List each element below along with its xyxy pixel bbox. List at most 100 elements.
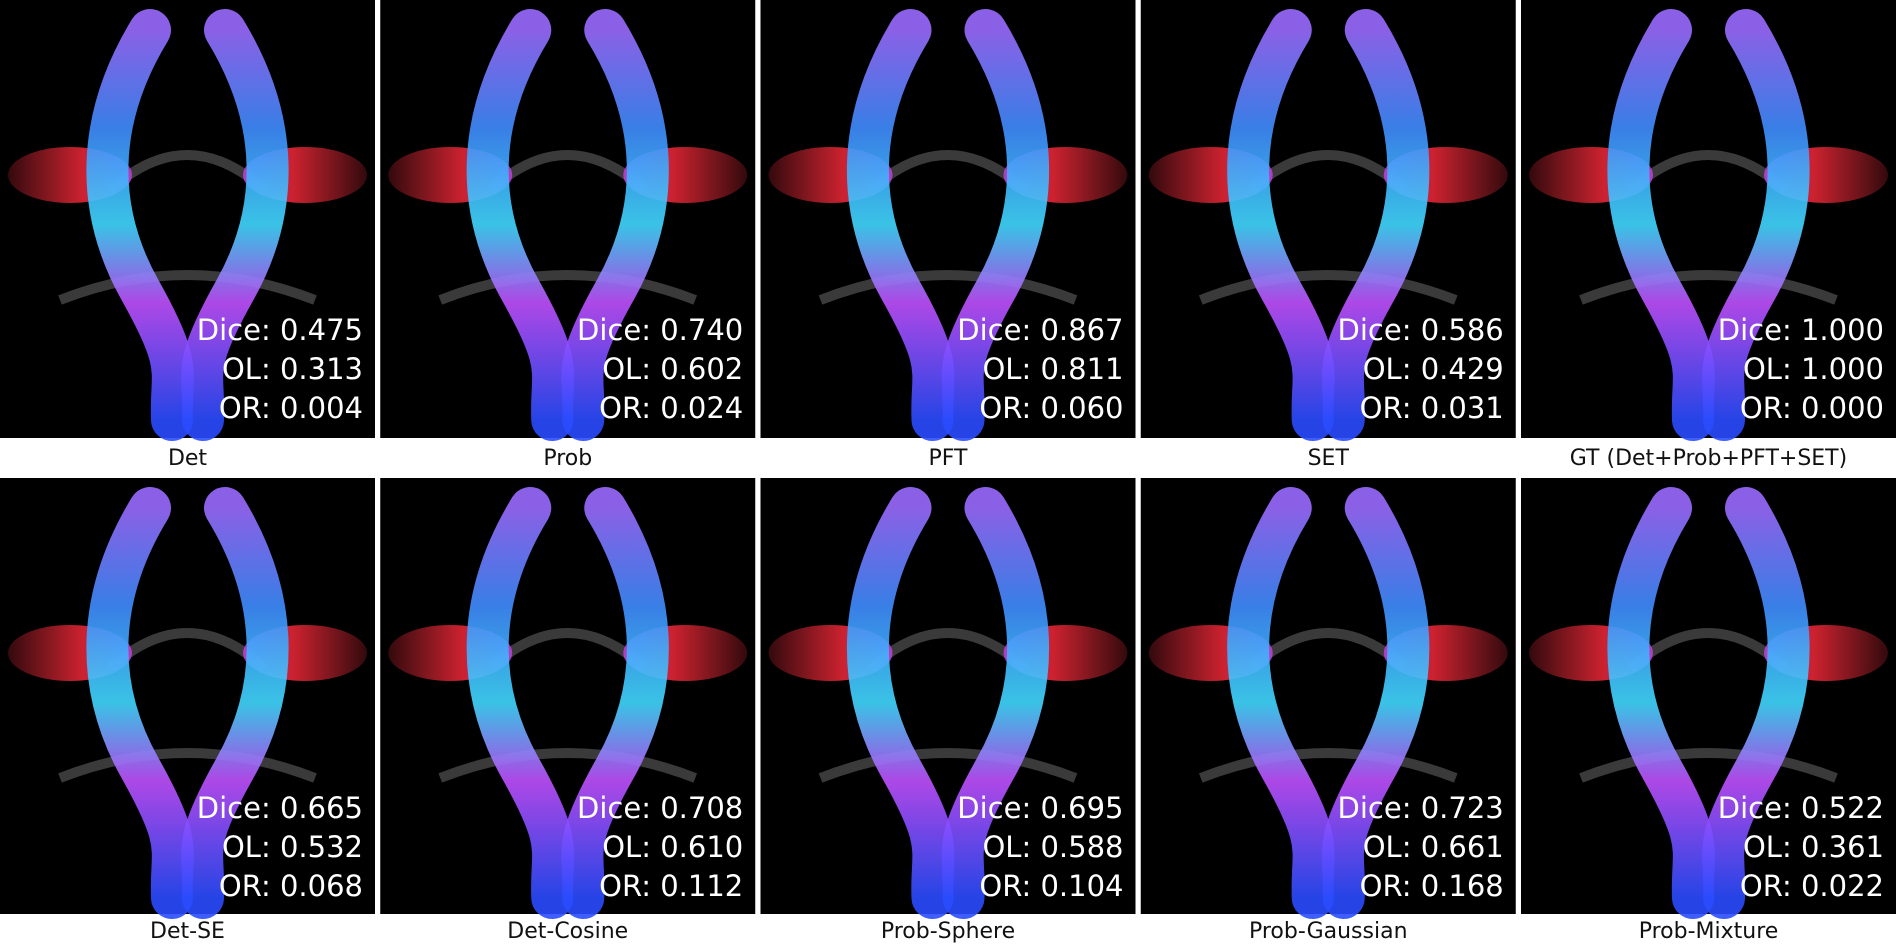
metric: OL: 0.610: [602, 830, 743, 864]
metric-value: 0.708: [651, 791, 743, 825]
fiber-tract: [941, 9, 1050, 441]
metric-value: 0.532: [271, 830, 363, 864]
metric: Dice: 0.740: [577, 313, 743, 347]
metric-value: 1.000: [1792, 313, 1884, 347]
fiber-tract: [846, 9, 955, 441]
metric-value: 0.031: [1412, 391, 1504, 425]
metric-value: 0.022: [1792, 869, 1884, 903]
metric-value: 0.610: [651, 830, 743, 864]
metric-label: OL:: [222, 352, 271, 386]
fiber-tract: [466, 487, 575, 919]
metric-value: 0.361: [1792, 830, 1884, 864]
metric-label: Dice:: [1338, 313, 1412, 347]
metric: Dice: 0.586: [1338, 313, 1504, 347]
panel-caption: Prob-Mixture: [1639, 919, 1779, 944]
tractography-panel: Dice: 0.586 OL: 0.429 OR: 0.031: [1140, 0, 1516, 441]
panel-caption: SET: [1308, 446, 1350, 471]
metric-label: Dice:: [957, 791, 1031, 825]
metric: OR: 0.024: [599, 391, 743, 425]
panel-caption: Det: [168, 446, 207, 471]
metric-label: Dice:: [197, 313, 271, 347]
tractography-panel: Dice: 0.695 OL: 0.588 OR: 0.104: [760, 478, 1136, 919]
metric: OL: 0.661: [1363, 830, 1504, 864]
metric: OL: 0.429: [1363, 352, 1504, 386]
metric-label: OL:: [602, 352, 651, 386]
metric-value: 0.024: [651, 391, 743, 425]
metric-label: Dice:: [197, 791, 271, 825]
metric-value: 0.588: [1031, 830, 1123, 864]
metric: OR: 0.000: [1740, 391, 1884, 425]
metric-label: OL:: [1743, 352, 1792, 386]
metric-label: Dice:: [1338, 791, 1412, 825]
metric-label: OL:: [982, 830, 1031, 864]
metric-label: Dice:: [1718, 791, 1792, 825]
metric-label: OR:: [1740, 391, 1792, 425]
metric: OR: 0.104: [979, 869, 1123, 903]
panel-caption: Prob-Gaussian: [1249, 919, 1408, 944]
tractography-panel: Dice: 0.867 OL: 0.811 OR: 0.060: [760, 0, 1136, 441]
metric: OR: 0.022: [1740, 869, 1884, 903]
panel-caption: PFT: [929, 446, 969, 471]
metric: Dice: 0.867: [957, 313, 1123, 347]
fiber-tract: [561, 487, 669, 919]
metric: Dice: 0.695: [957, 791, 1123, 825]
fiber-tract: [466, 9, 575, 441]
metric-value: 0.104: [1031, 869, 1123, 903]
metric-value: 0.586: [1412, 313, 1504, 347]
fiber-tract: [1321, 9, 1430, 441]
panel-caption: Det-SE: [150, 919, 225, 944]
metric-label: OL:: [602, 830, 651, 864]
metric-label: Dice:: [577, 791, 651, 825]
metric-value: 0.000: [1792, 391, 1884, 425]
metric: OR: 0.060: [979, 391, 1123, 425]
metric: OL: 0.588: [982, 830, 1123, 864]
fiber-tract: [941, 487, 1050, 919]
metric-value: 0.740: [651, 313, 743, 347]
metric: OR: 0.168: [1360, 869, 1504, 903]
metric-label: OL:: [1363, 830, 1412, 864]
fiber-tract: [1227, 9, 1335, 441]
metric-value: 0.168: [1412, 869, 1504, 903]
metric: OL: 0.811: [982, 352, 1123, 386]
tractography-panel: Dice: 0.740 OL: 0.602 OR: 0.024: [380, 0, 756, 441]
metric-value: 0.004: [271, 391, 363, 425]
metric-label: OR:: [979, 391, 1031, 425]
metric-value: 0.313: [271, 352, 363, 386]
metric: OL: 0.602: [602, 352, 743, 386]
metric: OR: 0.031: [1360, 391, 1504, 425]
metric-value: 0.060: [1031, 391, 1123, 425]
fiber-tract: [1321, 487, 1430, 919]
metric-label: OR:: [219, 391, 271, 425]
metric: OL: 0.361: [1743, 830, 1884, 864]
metric-value: 0.723: [1412, 791, 1504, 825]
metric-value: 0.068: [271, 869, 363, 903]
panel-caption: Det-Cosine: [507, 919, 628, 944]
metric-label: Dice:: [957, 313, 1031, 347]
metric: Dice: 1.000: [1718, 313, 1884, 347]
metric-value: 0.661: [1412, 830, 1504, 864]
metric-label: OR:: [1360, 869, 1412, 903]
fiber-tract: [1702, 487, 1810, 919]
fiber-tract: [1227, 487, 1335, 919]
metric: Dice: 0.723: [1338, 791, 1504, 825]
fiber-tract: [181, 9, 289, 441]
metric: Dice: 0.475: [197, 313, 363, 347]
metric-value: 0.475: [271, 313, 363, 347]
metric-label: Dice:: [577, 313, 651, 347]
metric-value: 0.112: [651, 869, 743, 903]
metric: OL: 0.313: [222, 352, 363, 386]
fiber-tract: [1607, 487, 1715, 919]
panel-caption: Prob-Sphere: [881, 919, 1015, 944]
fiber-tract: [1607, 9, 1715, 441]
fiber-tract: [86, 9, 194, 441]
metric: OR: 0.112: [599, 869, 743, 903]
metric-label: Dice:: [1718, 313, 1792, 347]
metric-value: 0.811: [1031, 352, 1123, 386]
metric-label: OR:: [1360, 391, 1412, 425]
metric: OL: 0.532: [222, 830, 363, 864]
metric: OL: 1.000: [1743, 352, 1884, 386]
